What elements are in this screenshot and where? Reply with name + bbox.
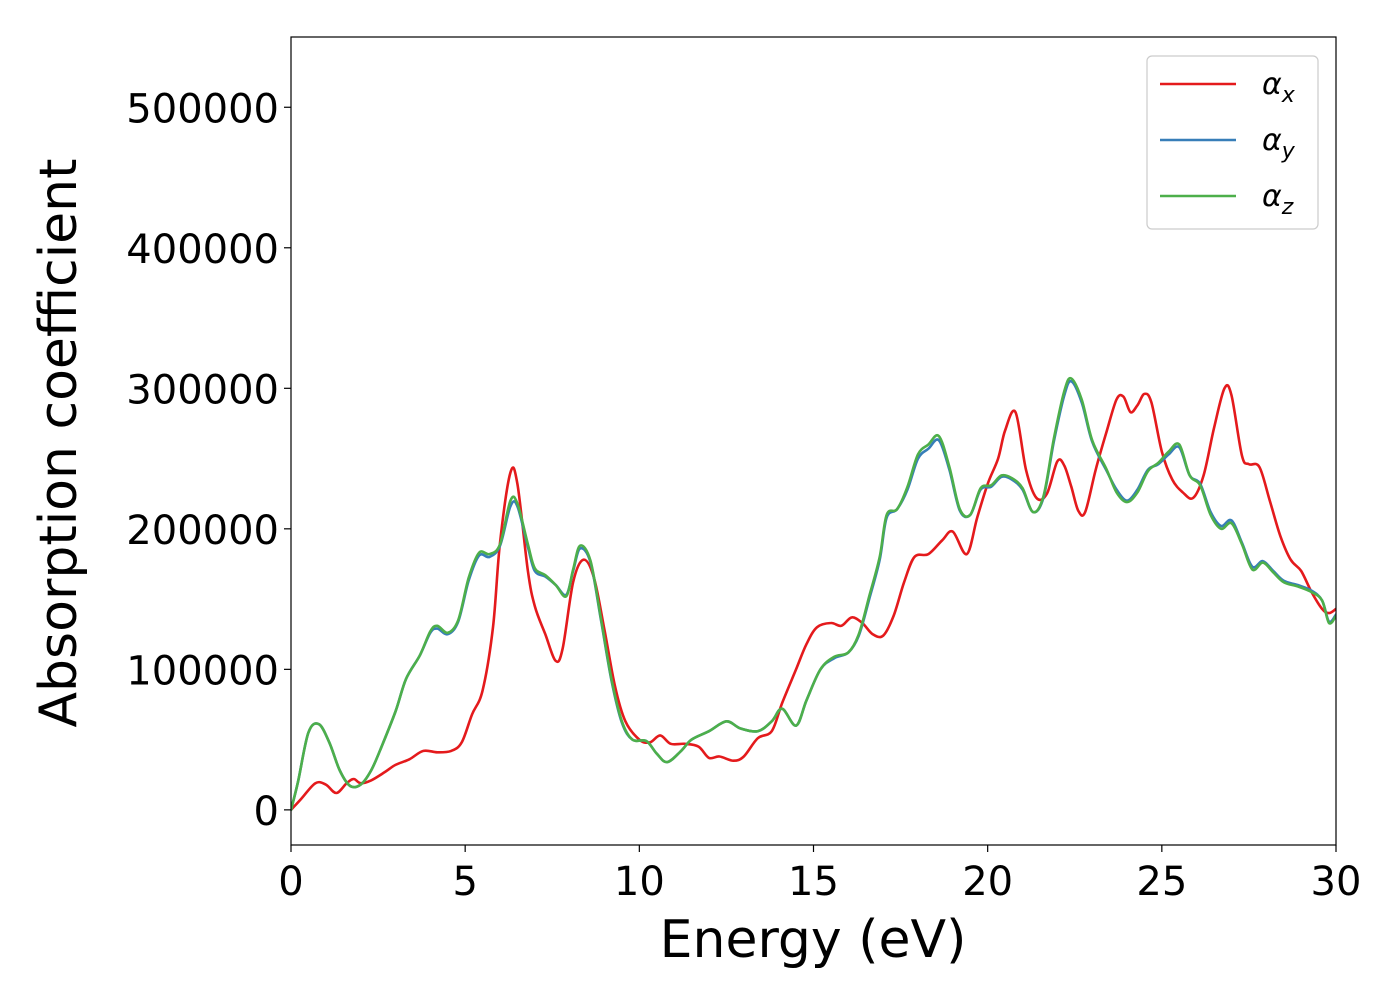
y-axis: 0 100000 200000 300000 400000 500000 xyxy=(126,86,291,835)
y-tick-label: 500000 xyxy=(126,86,279,132)
legend: αx αy αz xyxy=(1146,55,1319,230)
x-tick-label: 15 xyxy=(788,859,839,905)
x-tick-label: 20 xyxy=(962,859,1013,905)
x-tick-label: 30 xyxy=(1311,859,1362,905)
y-tick-label: 0 xyxy=(254,789,279,835)
x-tick-label: 10 xyxy=(614,859,665,905)
series-lines xyxy=(291,376,1336,812)
legend-label-y: αy xyxy=(1262,123,1296,164)
y-tick-label: 200000 xyxy=(126,508,279,554)
x-tick-label: 0 xyxy=(278,859,303,905)
x-axis: 0 5 10 15 20 25 30 xyxy=(278,845,1361,905)
y-tick-label: 300000 xyxy=(126,367,279,413)
series-line-z xyxy=(291,376,1336,812)
series-line-x xyxy=(291,383,1336,812)
x-tick-label: 25 xyxy=(1136,859,1187,905)
legend-label-z: αz xyxy=(1262,179,1294,220)
x-tick-label: 5 xyxy=(452,859,477,905)
y-tick-label: 400000 xyxy=(126,227,279,273)
y-tick-label: 100000 xyxy=(126,648,279,694)
x-axis-title: Energy (eV) xyxy=(660,910,967,970)
y-axis-title: Absorption coefficient xyxy=(29,158,89,727)
legend-label-x: αx xyxy=(1262,67,1296,108)
legend-box xyxy=(1146,55,1319,230)
